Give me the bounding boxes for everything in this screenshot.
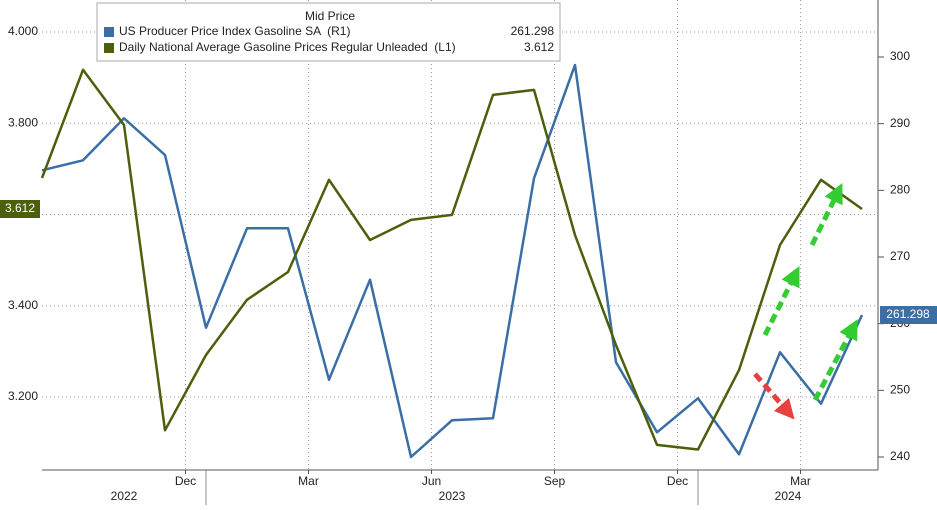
legend-swatch <box>104 27 114 37</box>
y-tick-label: 3.800 <box>8 115 38 129</box>
arrow-down <box>753 372 795 420</box>
y-tick-label: 4.000 <box>8 24 38 38</box>
x-tick-label: Dec <box>667 474 688 488</box>
y2-tick-label: 290 <box>890 116 910 130</box>
x-tick-label: Dec <box>175 474 196 488</box>
legend-label: US Producer Price Index Gasoline SA (R1) <box>119 24 350 38</box>
legend-swatch <box>104 43 114 53</box>
legend-label: Daily National Average Gasoline Prices R… <box>119 40 456 54</box>
last-value-label: 3.612 <box>5 201 35 215</box>
x-tick-label: Jun <box>422 474 441 488</box>
series-line <box>41 63 864 459</box>
legend: Mid Price <box>96 2 561 62</box>
x-tick-label: Mar <box>790 474 811 488</box>
arrow-up <box>762 266 800 337</box>
y2-tick-label: 250 <box>890 383 910 397</box>
x-tick-label: Mar <box>298 474 319 488</box>
legend-value: 3.612 <box>524 40 554 54</box>
last-value-label: 261.298 <box>886 307 930 321</box>
legend-box <box>96 2 561 62</box>
y2-tick-label: 240 <box>890 449 910 463</box>
arrow-up <box>809 183 843 247</box>
year-label: 2024 <box>775 489 802 503</box>
year-label: 2023 <box>439 489 466 503</box>
y-tick-label: 3.200 <box>8 389 38 403</box>
plot-area <box>40 0 878 470</box>
arrow-up <box>812 319 858 402</box>
year-label: 2022 <box>111 489 138 503</box>
y2-tick-label: 270 <box>890 249 910 263</box>
last-value-tag <box>880 306 937 325</box>
legend-value: 261.298 <box>511 24 555 38</box>
y2-tick-label: 300 <box>890 49 910 63</box>
last-value-tag <box>0 199 40 218</box>
series-line <box>40 68 863 451</box>
legend-title: Mid Price <box>305 9 355 23</box>
x-tick-label: Sep <box>544 474 566 488</box>
y-tick-label: 3.400 <box>8 298 38 312</box>
arrows <box>753 183 858 420</box>
y2-tick-label: 280 <box>890 183 910 197</box>
